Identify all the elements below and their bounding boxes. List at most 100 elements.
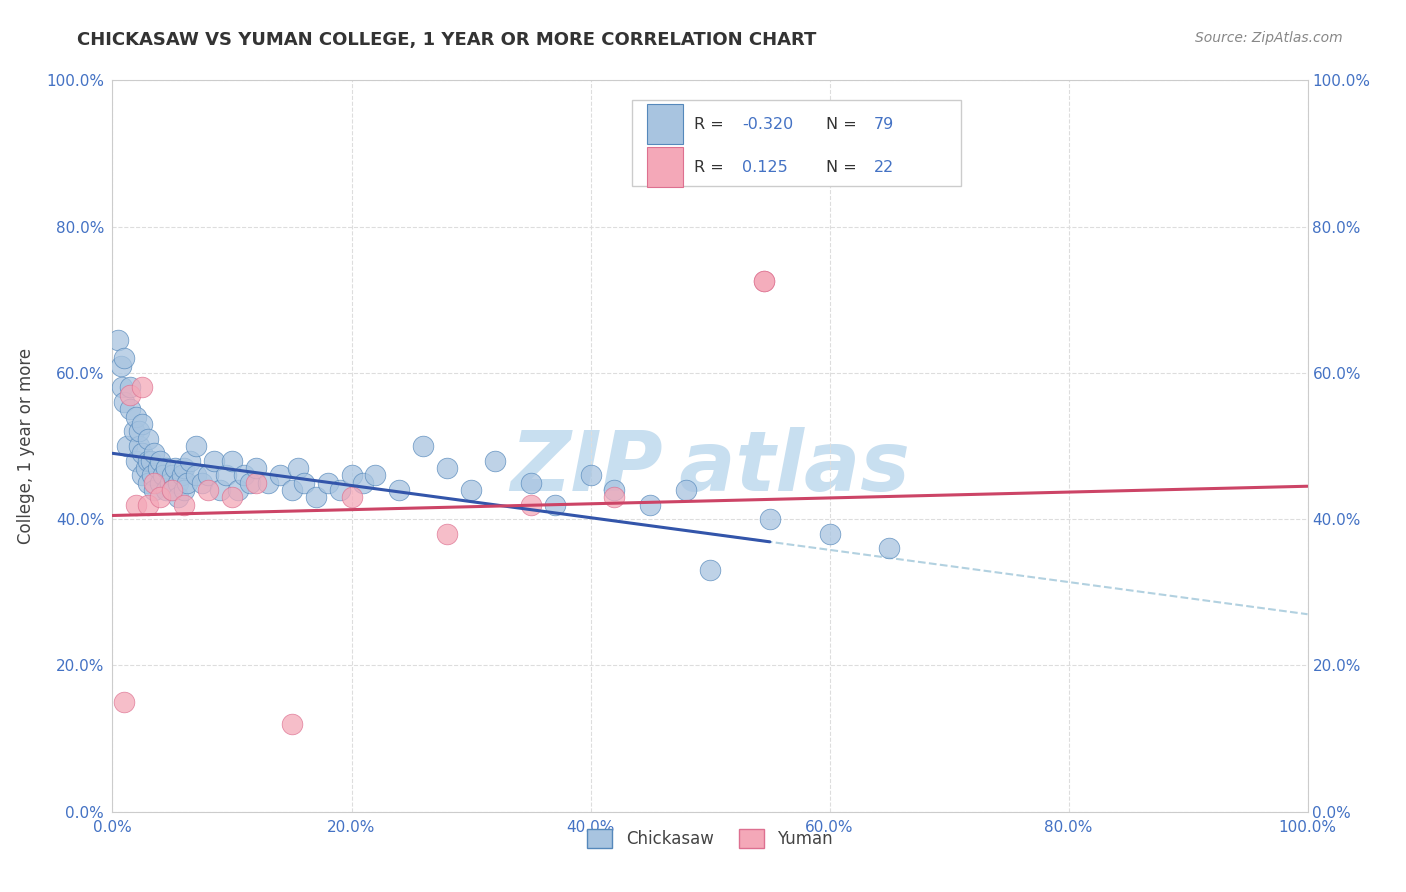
Point	[120, 402, 142, 417]
Point	[281, 483, 304, 497]
Point	[197, 468, 219, 483]
Legend: Chickasaw, Yuman: Chickasaw, Yuman	[581, 822, 839, 855]
Text: R =: R =	[695, 160, 730, 175]
Bar	[647, 104, 682, 145]
Point	[818, 526, 841, 541]
Point	[287, 461, 309, 475]
Point	[146, 461, 169, 475]
Point	[128, 439, 150, 453]
Point	[179, 453, 201, 467]
Point	[162, 483, 183, 497]
Point	[149, 475, 172, 490]
Point	[388, 483, 411, 497]
Point	[143, 483, 166, 497]
Point	[879, 541, 901, 556]
Point	[245, 461, 267, 475]
Point	[173, 483, 195, 497]
Text: ZIP atlas: ZIP atlas	[510, 427, 910, 508]
Point	[114, 351, 135, 366]
Point	[115, 439, 138, 453]
Point	[176, 475, 198, 490]
Point	[120, 388, 142, 402]
Point	[173, 498, 195, 512]
Point	[226, 483, 249, 497]
Text: 22: 22	[873, 160, 894, 175]
Point	[173, 461, 195, 475]
Point	[520, 475, 543, 490]
Point	[138, 475, 160, 490]
Point	[186, 439, 208, 453]
Point	[141, 468, 163, 483]
Text: 79: 79	[873, 117, 894, 132]
Text: -0.320: -0.320	[742, 117, 793, 132]
Point	[131, 446, 153, 460]
Point	[143, 446, 166, 460]
Point	[305, 490, 328, 504]
Point	[120, 380, 142, 394]
Point	[292, 475, 315, 490]
Point	[640, 498, 662, 512]
Point	[197, 483, 219, 497]
Bar	[647, 147, 682, 187]
Point	[138, 453, 160, 467]
Point	[269, 468, 291, 483]
Point	[215, 468, 238, 483]
Y-axis label: College, 1 year or more: College, 1 year or more	[17, 348, 35, 544]
Point	[603, 490, 626, 504]
Point	[281, 717, 304, 731]
Point	[340, 468, 363, 483]
Point	[191, 475, 214, 490]
Point	[167, 475, 190, 490]
Point	[138, 498, 160, 512]
Point	[107, 333, 129, 347]
Point	[340, 490, 363, 504]
Point	[579, 468, 602, 483]
Point	[520, 498, 543, 512]
Point	[110, 359, 132, 373]
Point	[364, 468, 387, 483]
Point	[352, 475, 374, 490]
Point	[159, 475, 181, 490]
Point	[436, 461, 458, 475]
FancyBboxPatch shape	[633, 100, 962, 186]
Point	[131, 417, 153, 431]
Point	[131, 468, 153, 483]
Point	[155, 483, 177, 497]
Point	[543, 498, 565, 512]
Point	[162, 468, 183, 483]
Point	[139, 453, 162, 467]
Point	[316, 475, 339, 490]
Point	[412, 439, 434, 453]
Point	[114, 395, 135, 409]
Point	[233, 468, 256, 483]
Point	[125, 453, 148, 467]
Text: Source: ZipAtlas.com: Source: ZipAtlas.com	[1195, 31, 1343, 45]
Point	[759, 512, 782, 526]
Point	[111, 380, 134, 394]
Point	[603, 483, 626, 497]
Point	[257, 475, 280, 490]
Point	[114, 695, 135, 709]
Point	[239, 475, 262, 490]
Point	[460, 483, 482, 497]
Point	[436, 526, 458, 541]
Text: N =: N =	[825, 117, 862, 132]
Point	[484, 453, 506, 467]
Point	[186, 468, 208, 483]
Point	[122, 425, 145, 439]
Point	[131, 380, 153, 394]
Point	[155, 461, 177, 475]
Point	[221, 453, 243, 467]
Point	[135, 461, 157, 475]
Point	[329, 483, 352, 497]
Point	[167, 490, 190, 504]
Point	[163, 461, 186, 475]
Text: 0.125: 0.125	[742, 160, 787, 175]
Text: R =: R =	[695, 117, 730, 132]
Text: CHICKASAW VS YUMAN COLLEGE, 1 YEAR OR MORE CORRELATION CHART: CHICKASAW VS YUMAN COLLEGE, 1 YEAR OR MO…	[77, 31, 817, 49]
Point	[202, 453, 225, 467]
Point	[752, 275, 775, 289]
Text: N =: N =	[825, 160, 862, 175]
Point	[128, 425, 150, 439]
Point	[138, 432, 160, 446]
